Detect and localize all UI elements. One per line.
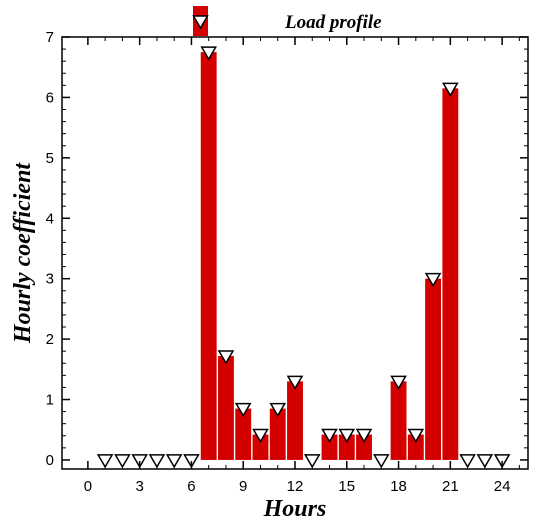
marker-hour-11	[269, 402, 287, 418]
marker-hour-4	[148, 454, 166, 469]
bar-hour-11	[269, 408, 286, 460]
x-tick-label-15: 15	[338, 478, 355, 495]
marker-hour-22	[459, 454, 476, 469]
bar-hour-9	[235, 408, 252, 460]
marker-hour-16	[355, 428, 373, 444]
marker-hour-6	[183, 454, 200, 469]
bar-hour-21	[442, 88, 459, 460]
x-tick-label-3: 3	[135, 478, 143, 495]
marker-hour-3	[131, 454, 148, 469]
y-tick-label-1: 1	[46, 392, 54, 409]
marker-hour-10	[252, 428, 269, 444]
y-tick-label-6: 6	[46, 89, 54, 106]
legend-marker	[192, 15, 209, 30]
markers-group	[96, 46, 511, 469]
y-axis-title: Hourly coefficient	[10, 162, 36, 345]
x-tick-label-0: 0	[84, 478, 92, 495]
marker-hour-23	[476, 454, 494, 469]
bar-hour-16	[356, 434, 372, 460]
y-tick-label-3: 3	[46, 271, 54, 288]
y-tick-label-4: 4	[46, 210, 54, 227]
marker-hour-18	[390, 375, 407, 390]
marker-hour-8	[217, 350, 235, 365]
marker-hour-15	[338, 428, 356, 444]
bar-hour-20	[425, 278, 442, 460]
x-tick-label-9: 9	[239, 478, 247, 495]
bar-hour-7	[200, 52, 217, 460]
y-tick-label-7: 7	[46, 29, 54, 46]
x-tick-label-12: 12	[287, 478, 304, 495]
y-tick-label-2: 2	[46, 331, 54, 348]
marker-hour-7	[200, 46, 218, 61]
marker-hour-12	[286, 375, 304, 390]
marker-hour-13	[303, 454, 321, 469]
bar-hour-14	[321, 434, 338, 460]
legend: Load profile	[192, 6, 382, 36]
x-tick-label-18: 18	[390, 478, 407, 495]
x-tick-label-24: 24	[494, 478, 511, 495]
x-tick-label-21: 21	[442, 478, 459, 495]
bar-hour-8	[218, 356, 234, 460]
bar-hour-19	[407, 434, 424, 460]
marker-hour-21	[442, 82, 459, 97]
x-axis-title: Hours	[263, 496, 327, 522]
marker-hour-9	[234, 402, 252, 418]
marker-hour-5	[165, 454, 183, 469]
x-tick-label-6: 6	[187, 478, 195, 495]
bar-hour-12	[287, 381, 303, 460]
y-tick-label-5: 5	[46, 150, 54, 167]
marker-hour-20	[424, 272, 442, 288]
bar-hour-18	[390, 381, 407, 460]
bars-group	[200, 52, 459, 460]
marker-hour-2	[114, 454, 131, 469]
ticks-group	[62, 36, 528, 469]
y-tick-label-0: 0	[46, 452, 54, 469]
bar-hour-15	[338, 434, 355, 460]
marker-hour-24	[493, 454, 511, 469]
marker-hour-17	[372, 454, 390, 469]
marker-hour-1	[96, 454, 114, 469]
marker-hour-14	[321, 428, 338, 444]
bar-hour-10	[252, 434, 269, 460]
legend-label: Load profile	[284, 12, 382, 33]
marker-hour-19	[407, 428, 425, 444]
